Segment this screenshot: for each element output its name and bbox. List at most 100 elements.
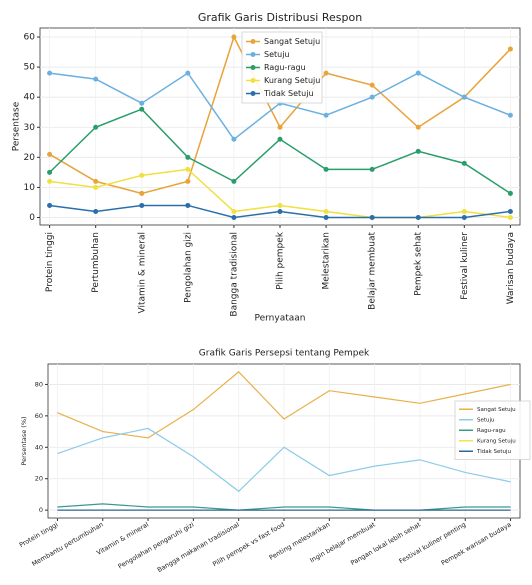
x-tick-label: Pertumbuhan — [91, 232, 101, 293]
x-tick-label: Belajar membuat — [368, 232, 378, 310]
point — [415, 124, 421, 130]
legend-marker — [250, 39, 256, 44]
legend-label: Ragu-ragu — [264, 63, 306, 72]
legend-label: Ragu-ragu — [477, 428, 506, 434]
point — [139, 106, 145, 112]
x-axis-label: Pernyataan — [255, 314, 306, 324]
point — [369, 82, 375, 88]
point — [461, 208, 467, 214]
point — [323, 208, 329, 214]
y-tick-label: 60 — [35, 412, 43, 420]
legend-marker — [250, 78, 256, 83]
legend-marker — [250, 52, 256, 57]
point — [93, 124, 99, 130]
legend-label: Tidak Setuju — [263, 89, 314, 98]
point — [415, 214, 421, 220]
point — [231, 136, 237, 142]
x-tick-label: Vitamin & mineral — [137, 232, 147, 313]
series-line — [57, 503, 511, 511]
y-tick-label: 0 — [29, 213, 35, 223]
point — [93, 178, 99, 184]
point — [507, 190, 513, 196]
point — [47, 178, 53, 184]
point — [323, 166, 329, 172]
point — [461, 94, 467, 100]
y-tick-label: 40 — [24, 93, 36, 103]
point — [277, 136, 283, 142]
point — [47, 151, 53, 157]
point — [461, 214, 467, 220]
point — [323, 70, 329, 76]
point — [231, 214, 237, 220]
point — [93, 208, 99, 214]
point — [507, 46, 513, 52]
point — [231, 208, 237, 214]
y-axis-label: Persentase (%) — [20, 416, 28, 465]
point — [139, 190, 145, 196]
y-tick-label: 20 — [24, 153, 36, 163]
point — [185, 178, 191, 184]
point — [277, 202, 283, 208]
legend-label: Setuju — [477, 417, 495, 423]
legend-marker — [250, 65, 256, 70]
x-tick-label: Pengolahan pengaruhi gizi — [117, 520, 196, 570]
y-tick-label: 30 — [24, 123, 36, 133]
point — [185, 154, 191, 160]
series-line — [57, 371, 511, 439]
point — [139, 100, 145, 106]
x-tick-label: Bangga makanan tradisional — [156, 520, 241, 574]
point — [185, 202, 191, 208]
legend-label: Tidak Setuju — [476, 449, 511, 455]
point — [93, 184, 99, 190]
point — [369, 94, 375, 100]
point — [277, 208, 283, 214]
series-line — [57, 427, 511, 493]
point — [93, 76, 99, 82]
point — [277, 124, 283, 130]
point — [507, 112, 513, 118]
point — [139, 172, 145, 178]
point — [185, 70, 191, 76]
x-tick-label: Pengolahan gizi — [183, 232, 193, 303]
y-tick-label: 40 — [35, 443, 43, 451]
legend-label: Sangat Setuju — [264, 37, 320, 46]
point — [507, 208, 513, 214]
legend-label: Sangat Setuju — [477, 407, 516, 413]
point — [507, 214, 513, 220]
chart-title: Grafik Garis Persepsi tentang Pempek — [199, 349, 370, 359]
point — [323, 214, 329, 220]
legend-label: Kurang Setuju — [264, 76, 320, 85]
legend-marker — [250, 91, 256, 96]
x-tick-label: Protein tinggi — [18, 520, 60, 549]
y-tick-label: 50 — [24, 63, 36, 73]
point — [139, 202, 145, 208]
x-tick-label: Melestarikan — [322, 232, 332, 290]
point — [231, 34, 237, 40]
x-tick-label: Pilih pempek — [276, 231, 286, 290]
point — [369, 166, 375, 172]
point — [231, 178, 237, 184]
point — [415, 70, 421, 76]
point — [369, 214, 375, 220]
x-tick-label: Protein tinggi — [45, 232, 55, 292]
point — [47, 70, 53, 76]
y-tick-label: 0 — [39, 506, 43, 514]
legend-label: Setuju — [264, 50, 290, 59]
point — [323, 112, 329, 118]
x-tick-label: Bangga tradisional — [229, 232, 239, 317]
point — [47, 202, 53, 208]
x-tick-label: Warisan budaya — [506, 232, 516, 304]
y-tick-label: 10 — [24, 183, 36, 193]
x-tick-label: Festival kuliner — [460, 232, 470, 300]
y-tick-label: 80 — [35, 380, 43, 388]
point — [185, 166, 191, 172]
point — [415, 148, 421, 154]
chart-title: Grafik Garis Distribusi Respon — [198, 11, 362, 24]
y-tick-label: 20 — [35, 475, 43, 483]
y-axis-label: Persentase — [12, 101, 22, 151]
x-tick-label: Pempek sehat — [414, 232, 424, 296]
point — [47, 169, 53, 175]
point — [461, 160, 467, 166]
y-tick-label: 60 — [24, 33, 36, 43]
